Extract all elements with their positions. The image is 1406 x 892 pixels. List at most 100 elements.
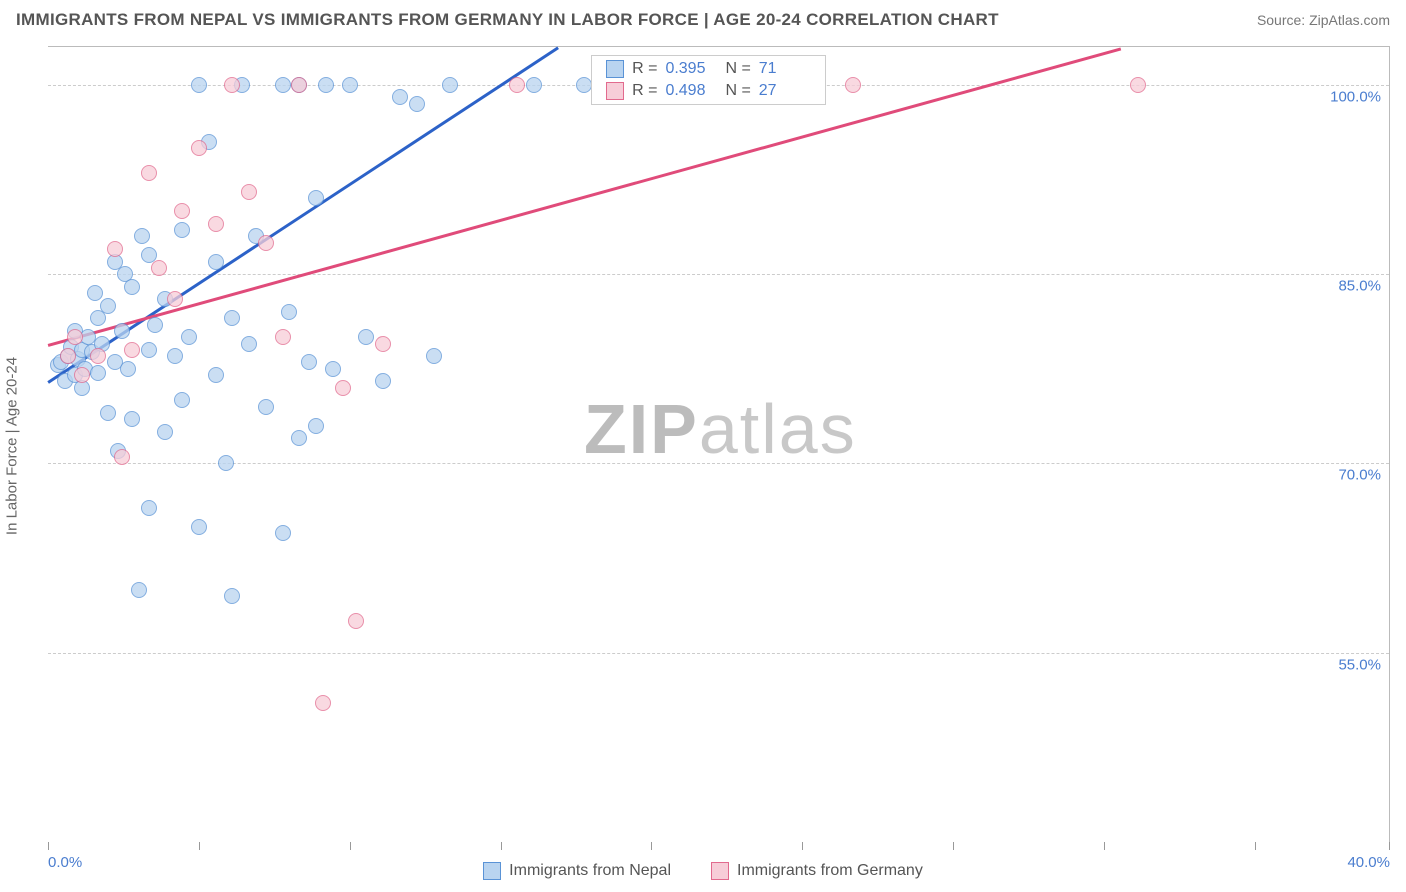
data-point: [157, 424, 173, 440]
y-axis-label: In Labor Force | Age 20-24: [4, 357, 21, 535]
data-point: [181, 329, 197, 345]
data-point: [191, 77, 207, 93]
data-point: [291, 77, 307, 93]
chart-plot-area: 100.0%85.0%70.0%55.0% ZIPatlas R =0.395N…: [48, 46, 1390, 842]
data-point: [131, 582, 147, 598]
data-point: [100, 405, 116, 421]
data-point: [335, 380, 351, 396]
gridline: [48, 653, 1389, 654]
data-point: [325, 361, 341, 377]
data-point: [576, 77, 592, 93]
legend-swatch: [483, 862, 501, 880]
data-point: [308, 190, 324, 206]
legend-row: R = 0.395 N = 71: [592, 58, 825, 80]
data-point: [114, 323, 130, 339]
y-tick-label: 100.0%: [1330, 88, 1381, 105]
data-point: [120, 361, 136, 377]
data-point: [147, 317, 163, 333]
data-point: [87, 285, 103, 301]
r-value: 0.395: [665, 60, 717, 78]
data-point: [60, 348, 76, 364]
data-point: [218, 455, 234, 471]
y-tick-label: 85.0%: [1338, 278, 1381, 295]
data-point: [151, 260, 167, 276]
y-tick-label: 70.0%: [1338, 467, 1381, 484]
data-point: [275, 329, 291, 345]
r-label: R =: [632, 82, 657, 100]
data-point: [67, 329, 83, 345]
n-label: N =: [725, 60, 750, 78]
x-tick: [1389, 842, 1390, 850]
data-point: [442, 77, 458, 93]
legend-label: Immigrants from Germany: [737, 862, 923, 880]
legend-swatch: [606, 82, 624, 100]
data-point: [208, 367, 224, 383]
data-point: [342, 77, 358, 93]
data-point: [375, 336, 391, 352]
legend-swatch: [711, 862, 729, 880]
data-point: [409, 96, 425, 112]
data-point: [258, 235, 274, 251]
data-point: [275, 525, 291, 541]
data-point: [241, 184, 257, 200]
data-point: [141, 500, 157, 516]
data-point: [90, 365, 106, 381]
legend-row: R = 0.498 N = 27: [592, 80, 825, 102]
data-point: [174, 392, 190, 408]
x-tick: [802, 842, 803, 850]
data-point: [1130, 77, 1146, 93]
gridline: [48, 274, 1389, 275]
data-point: [224, 310, 240, 326]
data-point: [392, 89, 408, 105]
data-point: [100, 298, 116, 314]
data-point: [167, 291, 183, 307]
data-point: [358, 329, 374, 345]
data-point: [845, 77, 861, 93]
data-point: [107, 241, 123, 257]
data-point: [291, 430, 307, 446]
data-point: [275, 77, 291, 93]
data-point: [124, 342, 140, 358]
data-point: [315, 695, 331, 711]
data-point: [224, 588, 240, 604]
data-point: [224, 77, 240, 93]
data-point: [90, 348, 106, 364]
gridline: [48, 463, 1389, 464]
x-tick: [1255, 842, 1256, 850]
r-label: R =: [632, 60, 657, 78]
data-point: [167, 348, 183, 364]
data-point: [281, 304, 297, 320]
data-point: [308, 418, 324, 434]
data-point: [141, 342, 157, 358]
x-tick: [199, 842, 200, 850]
x-tick: [350, 842, 351, 850]
x-tick: [501, 842, 502, 850]
x-tick: [1104, 842, 1105, 850]
source-label: Source: ZipAtlas.com: [1257, 12, 1390, 28]
data-point: [208, 254, 224, 270]
data-point: [348, 613, 364, 629]
data-point: [426, 348, 442, 364]
data-point: [174, 222, 190, 238]
chart-title: IMMIGRANTS FROM NEPAL VS IMMIGRANTS FROM…: [16, 10, 999, 30]
data-point: [526, 77, 542, 93]
legend-swatch: [606, 60, 624, 78]
legend-item: Immigrants from Germany: [711, 862, 923, 880]
data-point: [509, 77, 525, 93]
n-label: N =: [725, 82, 750, 100]
data-point: [241, 336, 257, 352]
data-point: [208, 216, 224, 232]
r-value: 0.498: [665, 82, 717, 100]
data-point: [191, 140, 207, 156]
x-tick: [953, 842, 954, 850]
data-point: [141, 165, 157, 181]
data-point: [124, 411, 140, 427]
n-value: 71: [759, 60, 811, 78]
x-tick: [651, 842, 652, 850]
y-tick-label: 55.0%: [1338, 656, 1381, 673]
n-value: 27: [759, 82, 811, 100]
data-point: [258, 399, 274, 415]
data-point: [174, 203, 190, 219]
legend-item: Immigrants from Nepal: [483, 862, 671, 880]
data-point: [114, 449, 130, 465]
